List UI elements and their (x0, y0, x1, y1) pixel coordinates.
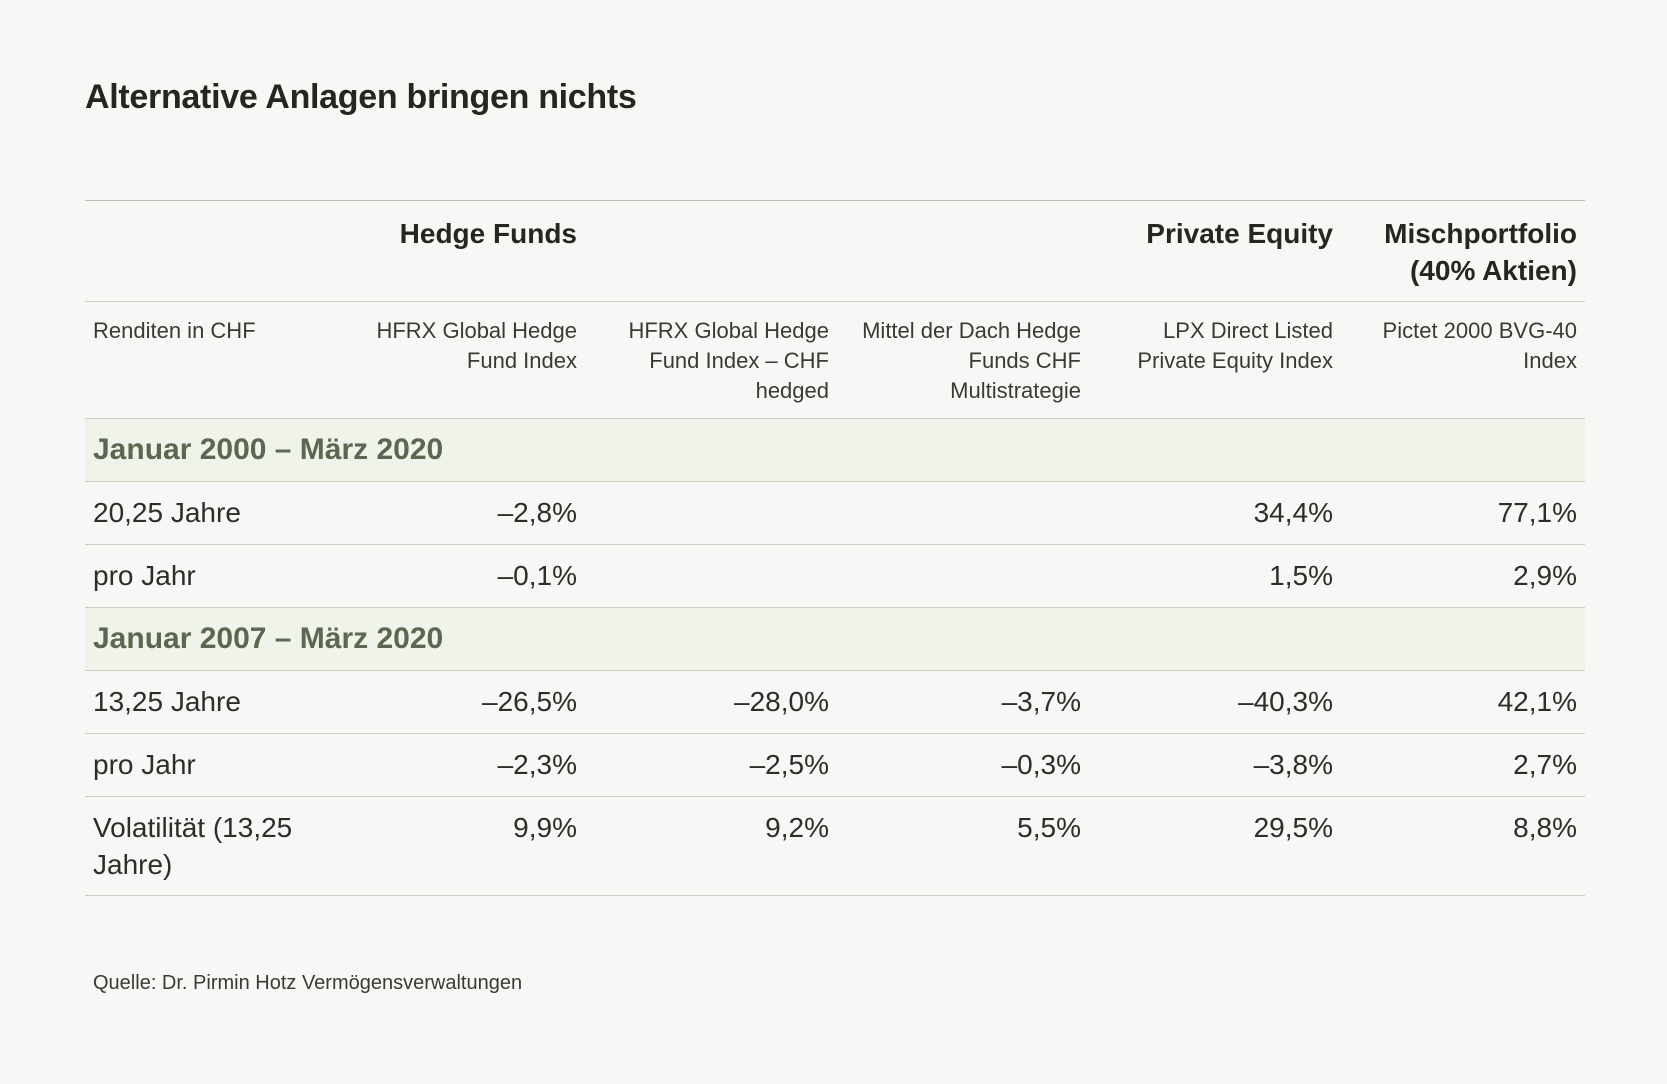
table-cell: 2,7% (1341, 733, 1585, 797)
row-label: pro Jahr (85, 733, 333, 797)
page-title: Alternative Anlagen bringen nichts (85, 78, 637, 116)
table-cell: 2,9% (1341, 544, 1585, 608)
row-label: pro Jahr (85, 544, 333, 608)
table-cell: –26,5% (333, 670, 585, 734)
table-cell: –28,0% (585, 670, 837, 734)
table-cell: –2,3% (333, 733, 585, 797)
table-cell (837, 544, 1089, 608)
group-header-row: Hedge Funds Private Equity Mischportfoli… (85, 200, 1585, 302)
column-header-lpx-private-equity: LPX Direct Listed Private Equity Index (1089, 301, 1341, 419)
table-cell: 77,1% (1341, 481, 1585, 545)
group-header-cell (837, 200, 1089, 302)
table-cell: 42,1% (1341, 670, 1585, 734)
table-row: 20,25 Jahre –2,8% 34,4% 77,1% (85, 481, 1585, 545)
section-row-2007-2020: Januar 2007 – März 2020 (85, 607, 1585, 671)
table-cell: 1,5% (1089, 544, 1341, 608)
table-cell: –0,3% (837, 733, 1089, 797)
source-note: Quelle: Dr. Pirmin Hotz Vermögensverwalt… (93, 972, 523, 994)
table-row: pro Jahr –0,1% 1,5% 2,9% (85, 544, 1585, 608)
section-label: Januar 2007 – März 2020 (85, 607, 1585, 671)
column-header-dach-hedge-funds: Mittel der Dach Hedge Funds CHF Multistr… (837, 301, 1089, 419)
row-label: Volatilität (13,25 Jahre) (85, 796, 333, 896)
group-header-cell (585, 200, 837, 302)
table-cell: 5,5% (837, 796, 1089, 896)
table-cell: 9,2% (585, 796, 837, 896)
table-cell: –3,8% (1089, 733, 1341, 797)
table-cell: 9,9% (333, 796, 585, 896)
section-label: Januar 2000 – März 2020 (85, 418, 1585, 482)
table-cell: 34,4% (1089, 481, 1341, 545)
table-cell: –2,5% (585, 733, 837, 797)
table-cell: 8,8% (1341, 796, 1585, 896)
group-header-cell (85, 200, 333, 302)
table-cell: –2,8% (333, 481, 585, 545)
table-cell (585, 481, 837, 545)
column-header-renditen: Renditen in CHF (85, 301, 333, 419)
group-header-mischportfolio: Mischportfolio (40% Aktien) (1341, 200, 1585, 302)
table-cell: –0,1% (333, 544, 585, 608)
row-label: 20,25 Jahre (85, 481, 333, 545)
column-header-hfrx-chf-hedged: HFRX Global Hedge Fund Index – CHF hedge… (585, 301, 837, 419)
table-cell: –40,3% (1089, 670, 1341, 734)
group-header-private-equity: Private Equity (1089, 200, 1341, 302)
section-row-2000-2020: Januar 2000 – März 2020 (85, 418, 1585, 482)
table-cell (837, 481, 1089, 545)
column-header-row: Renditen in CHF HFRX Global Hedge Fund I… (85, 301, 1585, 419)
table-cell (585, 544, 837, 608)
group-header-hedge-funds: Hedge Funds (333, 200, 585, 302)
returns-table: Hedge Funds Private Equity Mischportfoli… (85, 200, 1585, 896)
table-row: Volatilität (13,25 Jahre) 9,9% 9,2% 5,5%… (85, 796, 1585, 896)
returns-table-container: Hedge Funds Private Equity Mischportfoli… (85, 200, 1585, 896)
column-header-pictet-bvg40: Pictet 2000 BVG-40 Index (1341, 301, 1585, 419)
table-row: pro Jahr –2,3% –2,5% –0,3% –3,8% 2,7% (85, 733, 1585, 797)
column-header-hfrx-global: HFRX Global Hedge Fund Index (333, 301, 585, 419)
table-cell: 29,5% (1089, 796, 1341, 896)
table-row: 13,25 Jahre –26,5% –28,0% –3,7% –40,3% 4… (85, 670, 1585, 734)
row-label: 13,25 Jahre (85, 670, 333, 734)
table-cell: –3,7% (837, 670, 1089, 734)
